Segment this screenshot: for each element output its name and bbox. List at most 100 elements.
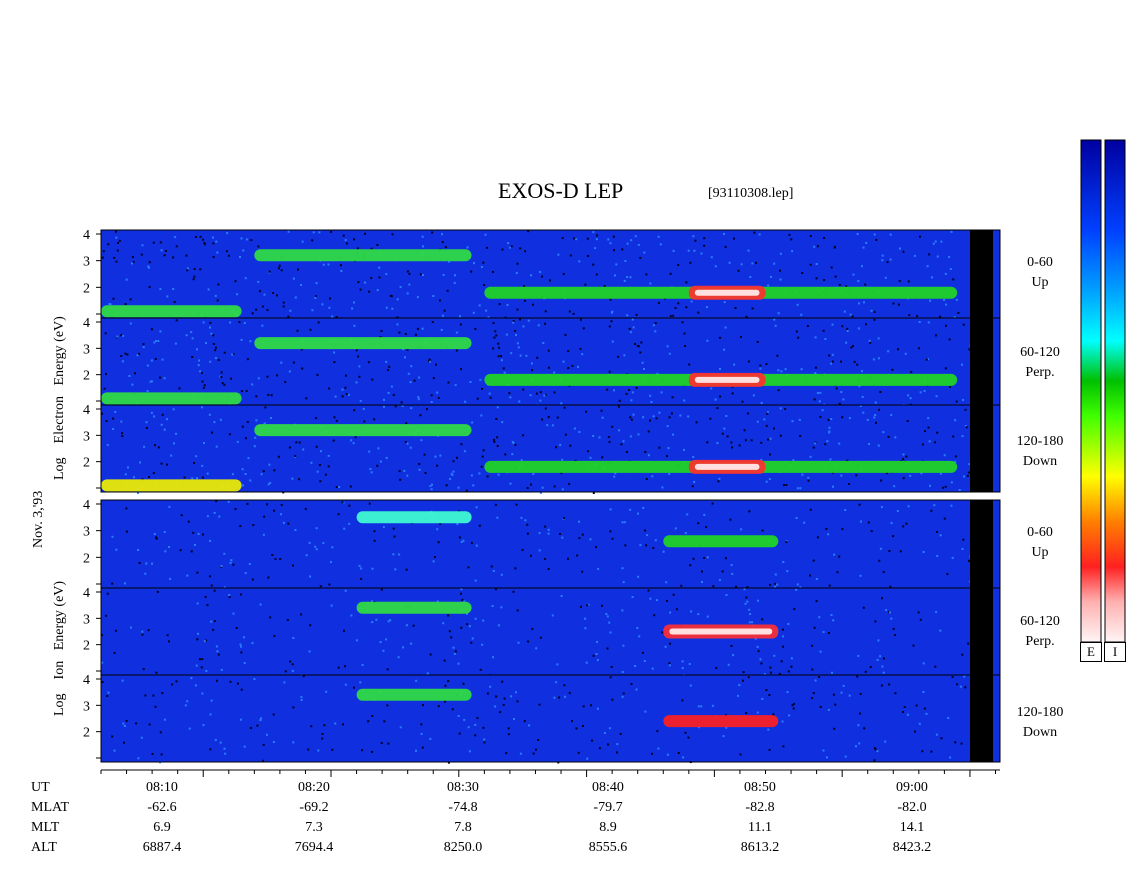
axis-row-value: 6.9 (153, 820, 171, 835)
spectral-band (254, 337, 472, 350)
data-after-gap (993, 318, 1000, 405)
axis-row-value: 08:30 (447, 780, 479, 795)
pitch-angle-label: 0-60 (1027, 255, 1053, 270)
y-tick-label: 4 (83, 673, 90, 688)
chart-title: EXOS-D LEP (498, 178, 624, 203)
y-tick-label: 3 (83, 612, 90, 627)
pitch-angle-label: 60-120 (1020, 345, 1060, 360)
spectral-band (356, 511, 472, 524)
colorbar-label-e: E (1080, 642, 1102, 662)
data-after-gap (993, 675, 1000, 762)
panel-bg (101, 500, 970, 588)
spectral-band-core (669, 628, 773, 635)
axis-row-value: 7694.4 (294, 840, 334, 855)
direction-label: Up (1031, 275, 1049, 290)
axis-row-value: 14.1 (899, 820, 925, 835)
direction-label: Perp. (1025, 365, 1055, 380)
axis-row-value: 08:20 (298, 780, 330, 795)
axis-row-value: 7.8 (454, 820, 472, 835)
panel-label: 0-60 Up (1005, 253, 1075, 293)
direction-label: Down (1022, 725, 1058, 740)
y-tick-label: 2 (83, 551, 90, 566)
spectral-band (663, 715, 779, 728)
spectral-band (101, 305, 242, 318)
data-after-gap (993, 230, 1000, 318)
panel-noise (101, 230, 960, 320)
direction-label: Down (1022, 454, 1058, 469)
pitch-angle-label: 120-180 (1016, 434, 1064, 449)
axis-row-value: 8250.0 (443, 840, 483, 855)
spectral-band (101, 479, 242, 492)
axis-row-label: MLT (31, 820, 60, 835)
y-tick-label: 4 (83, 316, 90, 331)
axis-row-value: -74.8 (448, 800, 478, 815)
y-tick-label: 3 (83, 429, 90, 444)
spectral-band-core (694, 463, 760, 470)
panel-bg (101, 588, 970, 675)
axis-row-value: 08:40 (592, 780, 624, 795)
axis-row-value: -69.2 (299, 800, 329, 815)
y-tick-label: 4 (83, 586, 90, 601)
axis-row-value: -82.8 (745, 800, 775, 815)
axis-row-label: UT (31, 780, 50, 795)
y-tick-label: 2 (83, 726, 90, 741)
date-label: Nov. 3,'93 (31, 490, 46, 548)
colorbar-label-i: I (1104, 642, 1126, 662)
panel-label: 120-180 Down (1005, 432, 1075, 472)
ion-axis-label: Log Ion Energy (eV) (52, 580, 67, 716)
axis-row-value: -79.7 (593, 800, 623, 815)
data-after-gap (993, 588, 1000, 675)
axis-row-value: -62.6 (147, 800, 177, 815)
axis-row-value: 7.3 (305, 820, 323, 835)
y-tick-label: 4 (83, 403, 90, 418)
spectral-band (663, 535, 779, 548)
panel-bg (101, 405, 970, 492)
direction-label: Up (1031, 545, 1049, 560)
y-tick-label: 3 (83, 699, 90, 714)
y-tick-label: 4 (83, 498, 90, 513)
axis-row-value: 09:00 (896, 780, 928, 795)
data-after-gap (993, 405, 1000, 492)
axis-row-value: 8613.2 (740, 840, 780, 855)
data-after-gap (993, 500, 1000, 588)
spectral-band-core (694, 376, 760, 383)
spectral-band (356, 688, 472, 701)
panel-label: 120-180 Down (1005, 703, 1075, 743)
direction-label: Perp. (1025, 634, 1055, 649)
electron-frame (100, 229, 1001, 493)
pitch-angle-label: 0-60 (1027, 525, 1053, 540)
pitch-angle-label: 60-120 (1020, 614, 1060, 629)
y-tick-label: 4 (83, 228, 90, 243)
panel-bg (101, 230, 970, 318)
y-tick-label: 3 (83, 342, 90, 357)
axis-row-value: 8423.2 (892, 840, 932, 855)
axis-row-value: 8.9 (599, 820, 617, 835)
y-tick-label: 2 (83, 369, 90, 384)
axis-row-value: -82.0 (897, 800, 927, 815)
axis-row-value: 11.1 (748, 820, 772, 835)
panel-bg (101, 675, 970, 762)
panel-label: 60-120 Perp. (1005, 343, 1075, 383)
panel-label: 60-120 Perp. (1005, 612, 1075, 652)
panel-noise (111, 500, 972, 590)
file-name: [93110308.lep] (708, 186, 794, 201)
spectral-band (356, 601, 472, 614)
y-tick-label: 2 (83, 456, 90, 471)
axis-row-label: MLAT (31, 800, 70, 815)
y-tick-label: 3 (83, 255, 90, 270)
spectral-band (101, 392, 242, 405)
axis-row-value: 08:10 (146, 780, 178, 795)
spectral-band-core (694, 289, 760, 296)
spectral-band (254, 424, 472, 437)
pitch-angle-label: 120-180 (1016, 705, 1064, 720)
axis-row-label: ALT (31, 840, 57, 855)
axis-row-value: 08:50 (744, 780, 776, 795)
electron-axis-label: Log Electron Energy (eV) (52, 316, 67, 480)
y-tick-label: 3 (83, 525, 90, 540)
y-tick-label: 2 (83, 281, 90, 296)
axis-row-value: 8555.6 (588, 840, 628, 855)
spectral-band (254, 249, 472, 262)
ion-frame (100, 499, 1001, 763)
y-tick-label: 2 (83, 639, 90, 654)
